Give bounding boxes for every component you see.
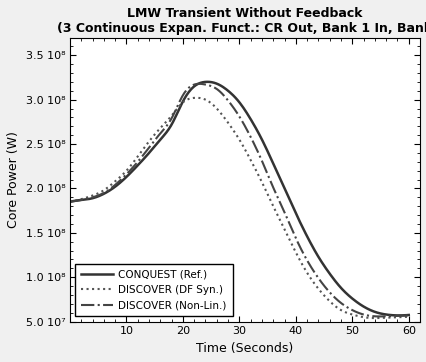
- CONQUEST (Ref.): [395, 313, 400, 317]
- CONQUEST (Ref.): [268, 158, 273, 162]
- DISCOVER (Non-Lin.): [268, 182, 273, 186]
- DISCOVER (DF Syn.): [67, 199, 72, 204]
- CONQUEST (Ref.): [275, 173, 280, 177]
- CONQUEST (Ref.): [67, 199, 72, 204]
- DISCOVER (Non-Lin.): [375, 314, 380, 319]
- DISCOVER (DF Syn.): [69, 199, 74, 204]
- CONQUEST (Ref.): [69, 199, 74, 204]
- Legend: CONQUEST (Ref.), DISCOVER (DF Syn.), DISCOVER (Non-Lin.): CONQUEST (Ref.), DISCOVER (DF Syn.), DIS…: [75, 264, 232, 316]
- Line: CONQUEST (Ref.): CONQUEST (Ref.): [70, 82, 408, 315]
- CONQUEST (Ref.): [270, 160, 275, 165]
- DISCOVER (DF Syn.): [268, 201, 273, 205]
- DISCOVER (Non-Lin.): [376, 314, 381, 319]
- DISCOVER (DF Syn.): [353, 313, 358, 318]
- DISCOVER (DF Syn.): [405, 315, 410, 319]
- DISCOVER (DF Syn.): [371, 316, 377, 320]
- Line: DISCOVER (DF Syn.): DISCOVER (DF Syn.): [70, 98, 408, 318]
- Title: LMW Transient Without Feedback
(3 Continuous Expan. Funct.: CR Out, Bank 1 In, B: LMW Transient Without Feedback (3 Contin…: [58, 7, 426, 35]
- DISCOVER (DF Syn.): [270, 203, 275, 207]
- DISCOVER (Non-Lin.): [275, 197, 280, 201]
- DISCOVER (DF Syn.): [376, 316, 381, 320]
- DISCOVER (Non-Lin.): [196, 81, 201, 86]
- CONQUEST (Ref.): [353, 300, 358, 304]
- Line: DISCOVER (Non-Lin.): DISCOVER (Non-Lin.): [70, 84, 408, 316]
- DISCOVER (DF Syn.): [275, 215, 280, 219]
- CONQUEST (Ref.): [204, 80, 209, 84]
- DISCOVER (Non-Lin.): [353, 310, 358, 314]
- DISCOVER (Non-Lin.): [67, 199, 72, 204]
- X-axis label: Time (Seconds): Time (Seconds): [196, 342, 293, 355]
- Y-axis label: Core Power (W): Core Power (W): [7, 131, 20, 228]
- DISCOVER (Non-Lin.): [270, 184, 275, 189]
- CONQUEST (Ref.): [405, 313, 410, 317]
- CONQUEST (Ref.): [375, 311, 380, 315]
- DISCOVER (DF Syn.): [194, 96, 199, 100]
- DISCOVER (Non-Lin.): [405, 313, 410, 317]
- DISCOVER (Non-Lin.): [69, 199, 74, 204]
